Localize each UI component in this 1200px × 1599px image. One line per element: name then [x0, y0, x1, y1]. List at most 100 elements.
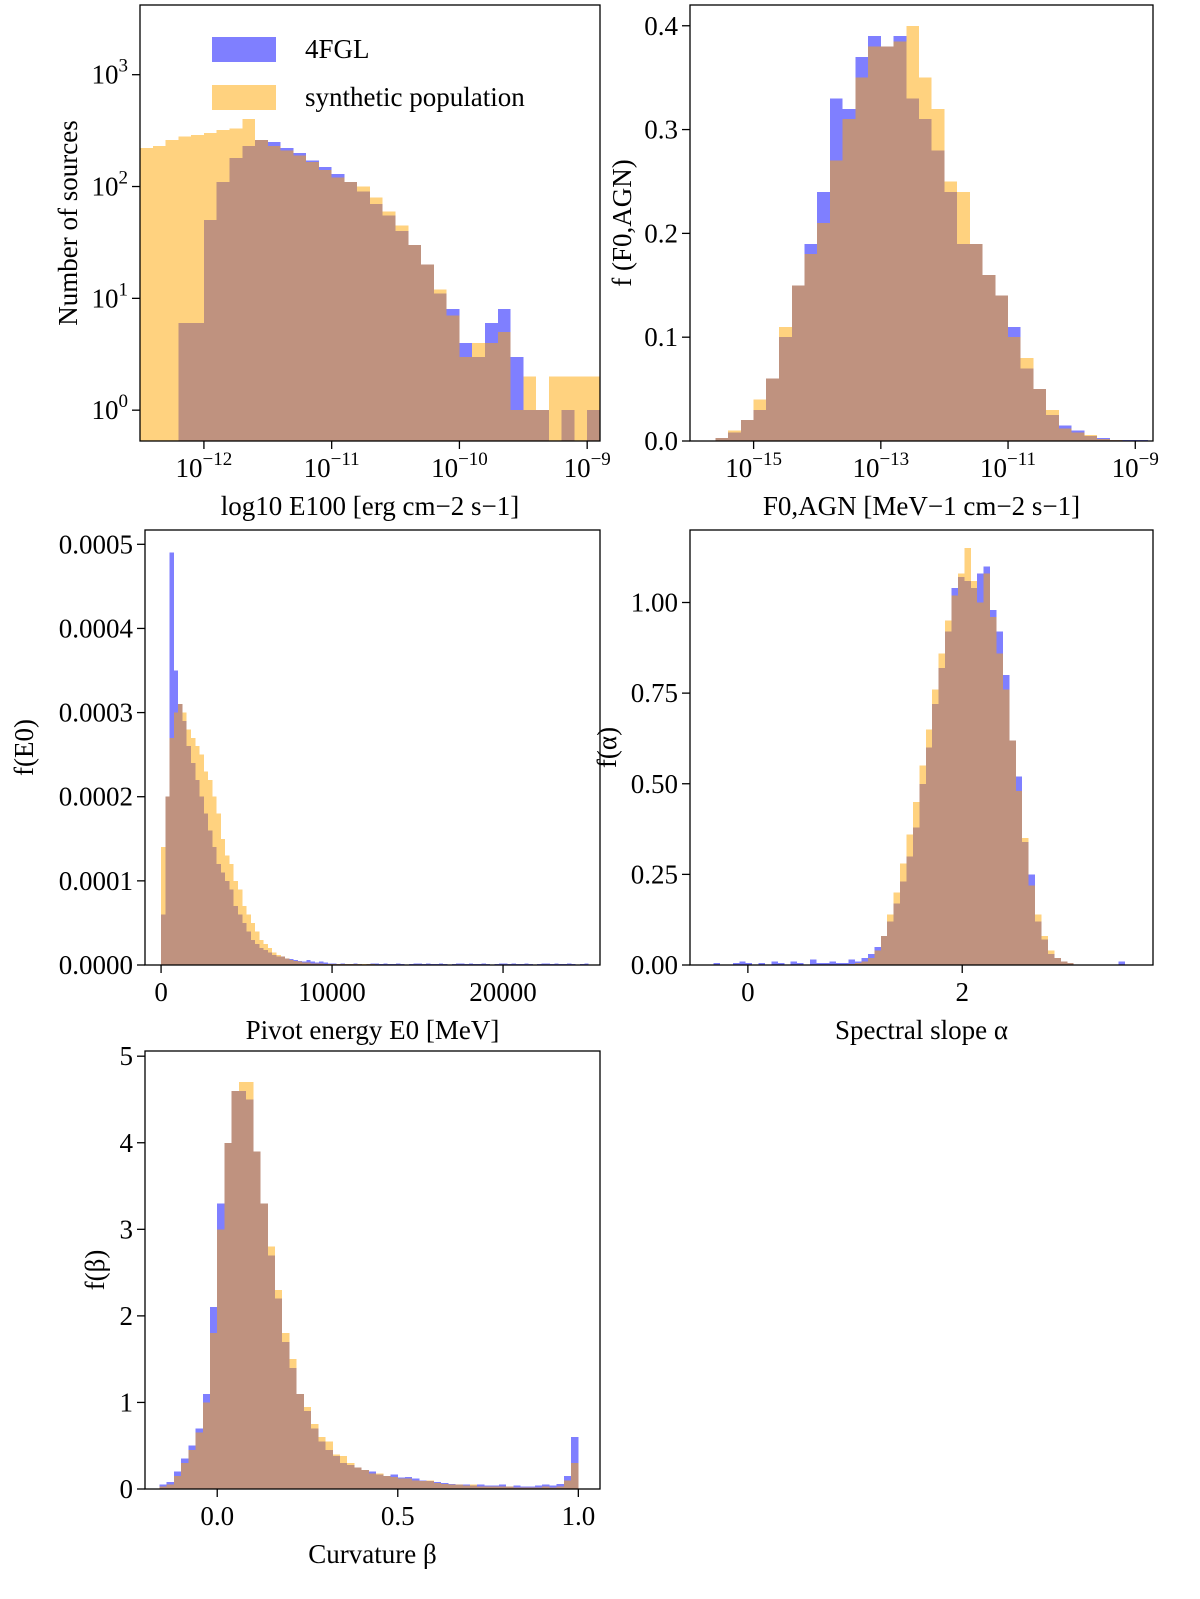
histogram-bar — [1008, 337, 1021, 441]
x-tick-label: 10−10 — [431, 449, 488, 483]
y-tick-label: 0 — [120, 1474, 134, 1504]
histogram-bar — [481, 963, 486, 965]
x-tick-label: 0.0 — [200, 1501, 234, 1531]
histogram-bar — [523, 376, 537, 441]
histogram-bar — [791, 285, 805, 441]
histogram-bar — [477, 1486, 485, 1489]
y-tick-label: 0.0003 — [59, 698, 133, 728]
histogram-bar — [561, 376, 575, 441]
legend-swatch — [212, 37, 276, 62]
histogram-bar — [319, 963, 324, 965]
histogram-bar — [178, 136, 192, 441]
histogram-bar — [390, 1476, 398, 1489]
histogram-bar — [446, 315, 460, 441]
histogram-bar — [771, 961, 778, 965]
histogram-bar — [441, 1483, 449, 1489]
histogram-bar — [777, 963, 785, 965]
x-axis-label: Spectral slope α — [835, 1015, 1008, 1045]
histogram-bar — [433, 1482, 442, 1489]
histogram-bar — [159, 1486, 167, 1489]
histogram-bar — [542, 1486, 550, 1489]
histogram-bar — [982, 274, 996, 441]
histogram-bar — [535, 1487, 543, 1489]
histogram-bar — [470, 1484, 478, 1489]
histogram-bar — [260, 1203, 268, 1489]
histogram-bar — [405, 1478, 413, 1489]
histogram-bar — [275, 1289, 283, 1489]
histogram-bar — [186, 729, 191, 965]
histogram-bar — [468, 963, 474, 965]
histogram-bar — [931, 108, 945, 441]
histogram-bar — [460, 963, 465, 965]
y-tick-label: 101 — [92, 279, 129, 313]
histogram-bar — [893, 41, 907, 441]
y-tick-label: 0.3 — [644, 115, 678, 145]
x-tick-label: 10−9 — [564, 449, 611, 483]
histogram-bar — [212, 796, 217, 965]
histogram-bar — [318, 170, 332, 441]
histogram-bar — [829, 160, 843, 441]
y-tick-label: 102 — [92, 168, 129, 202]
histogram-bar — [995, 295, 1009, 441]
histogram-bar — [229, 128, 243, 441]
histogram-bar — [289, 959, 294, 965]
histogram-bar — [166, 1484, 174, 1489]
histogram-bar — [456, 963, 461, 965]
y-tick-label: 0.0000 — [59, 950, 133, 980]
histogram-bar — [311, 1424, 319, 1489]
histogram-bar — [314, 963, 320, 965]
histogram-bar — [242, 119, 255, 441]
x-tick-label: 10−9 — [1112, 449, 1159, 483]
y-tick-label: 100 — [92, 391, 129, 425]
histogram-bar — [188, 1450, 196, 1489]
histogram-bar — [1020, 357, 1034, 441]
histogram-bar — [323, 962, 328, 965]
histogram-bar — [925, 729, 933, 965]
histogram-bar — [455, 1484, 463, 1489]
y-tick-label: 0.1 — [644, 322, 678, 352]
histogram-bar — [893, 892, 901, 965]
histogram-bar — [374, 963, 380, 965]
histogram-bar — [238, 1082, 247, 1489]
histogram-bar — [382, 211, 396, 441]
histogram-bar — [370, 963, 375, 965]
histogram-bar — [1058, 428, 1072, 441]
axes-frame — [689, 4, 1154, 442]
y-tick-label: 0.0005 — [59, 529, 133, 559]
histogram-bar — [548, 376, 562, 441]
y-axis-label: f (F0,AGN) — [607, 159, 637, 287]
x-tick-label: 10−11 — [304, 449, 360, 483]
histogram-bar — [1028, 885, 1036, 965]
histogram-bar — [246, 914, 251, 965]
histogram-bar — [887, 914, 894, 965]
histogram-bar — [253, 1151, 261, 1489]
histogram-bar — [361, 1469, 369, 1489]
histogram-bar — [310, 963, 315, 965]
histogram-bar — [867, 957, 875, 965]
histogram-bar — [340, 963, 345, 965]
histogram-bar — [280, 956, 286, 965]
histogram-bar — [267, 948, 273, 965]
y-tick-label: 0.4 — [644, 11, 678, 41]
histogram-bar — [567, 963, 572, 965]
histogram-bar — [395, 225, 409, 441]
x-tick-label: 10−12 — [176, 449, 233, 483]
histogram-bar — [969, 243, 983, 441]
histogram-bar — [740, 420, 754, 441]
y-tick-label: 4 — [120, 1128, 134, 1158]
histogram-bar — [376, 1473, 384, 1489]
histogram-bar — [306, 162, 319, 441]
histogram-bar — [383, 1476, 391, 1489]
histogram-bar — [327, 963, 333, 965]
y-tick-label: 0.0002 — [59, 782, 133, 812]
histogram-bar — [293, 960, 298, 965]
x-tick-label: 10−13 — [852, 449, 909, 483]
histogram-bar — [169, 737, 174, 965]
histogram-bar — [753, 399, 767, 441]
histogram-bar — [503, 963, 508, 965]
histogram-bar — [325, 1441, 333, 1489]
histogram-bar — [1022, 838, 1029, 965]
histogram-bar — [383, 963, 388, 965]
histogram-bar — [868, 46, 881, 441]
histogram-bar — [426, 963, 431, 965]
